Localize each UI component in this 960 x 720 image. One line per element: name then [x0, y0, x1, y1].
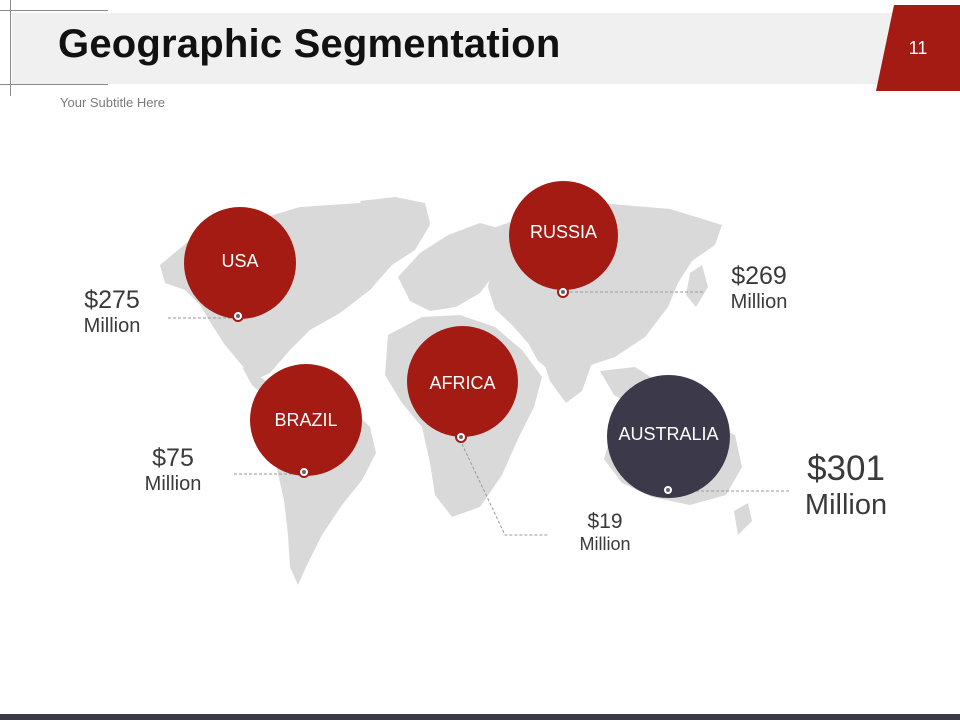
page-number-badge [876, 5, 960, 91]
amount-africa: $19 [587, 510, 623, 533]
region-value-australia: $301 Million [790, 449, 902, 522]
region-label-usa: USA [221, 250, 259, 271]
map-new-zealand [734, 503, 752, 535]
region-value-usa: $275 Million [62, 286, 162, 338]
footer-bar [0, 714, 960, 720]
region-value-russia: $269 Million [709, 262, 809, 314]
location-marker-usa[interactable] [232, 310, 244, 322]
unit-russia: Million [730, 291, 788, 313]
corner-line-bottom [0, 84, 108, 85]
page-title: Geographic Segmentation [58, 22, 561, 66]
map-japan [686, 265, 708, 307]
unit-brazil: Million [144, 473, 202, 495]
region-label-russia: RUSSIA [529, 222, 598, 242]
region-circle-australia[interactable]: AUSTRALIA [607, 375, 730, 498]
page-subtitle: Your Subtitle Here [60, 95, 166, 110]
amount-russia: $269 [731, 262, 787, 290]
amount-australia: $301 [807, 449, 885, 488]
region-value-africa: $19 Million [560, 510, 650, 555]
amount-brazil: $75 [152, 444, 194, 472]
region-circle-russia[interactable]: RUSSIA [509, 181, 618, 290]
corner-line-top [0, 10, 108, 11]
region-circle-usa[interactable]: USA [184, 207, 296, 319]
map-india [538, 341, 592, 403]
location-marker-brazil[interactable] [298, 466, 310, 478]
amount-usa: $275 [84, 286, 140, 314]
corner-line-vertical [10, 0, 11, 96]
location-marker-africa[interactable] [455, 431, 467, 443]
region-circle-brazil[interactable]: BRAZIL [250, 364, 362, 476]
location-marker-russia[interactable] [557, 286, 569, 298]
map-greenland [360, 197, 430, 239]
unit-usa: Million [83, 315, 141, 337]
region-label-australia: AUSTRALIA [618, 424, 719, 444]
region-label-brazil: BRAZIL [274, 409, 338, 430]
unit-australia: Million [804, 489, 888, 521]
region-circle-africa[interactable]: AFRICA [407, 326, 518, 437]
location-marker-australia[interactable] [662, 484, 674, 496]
map-europe [398, 223, 508, 311]
unit-africa: Million [579, 534, 631, 554]
title-band [12, 13, 900, 84]
region-value-brazil: $75 Million [123, 444, 223, 496]
page-number: 11 [908, 38, 928, 58]
connector-africa [461, 443, 548, 536]
region-label-africa: AFRICA [429, 373, 496, 393]
